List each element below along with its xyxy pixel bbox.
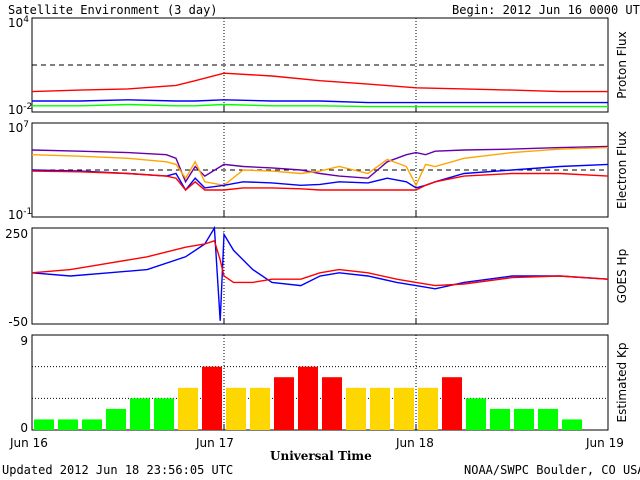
- chart-title: Satellite Environment (3 day): [8, 3, 218, 17]
- x-tick-label-1: Jun 17: [195, 436, 234, 450]
- panel-1-ylabel: Electron Flux: [615, 131, 629, 209]
- kp-bar-22: [562, 419, 582, 430]
- kp-bar-4: [130, 398, 150, 430]
- kp-bar-13: [346, 387, 366, 430]
- kp-bar-11: [298, 366, 318, 430]
- panel-1-series-blue-line: [31, 163, 609, 192]
- panel-1-series-red-line: [31, 170, 609, 191]
- kp-bar-16: [418, 387, 438, 430]
- panel-0-series-blue-line: [32, 99, 608, 104]
- updated-time: Updated 2012 Jun 18 23:56:05 UTC: [2, 463, 233, 477]
- panel-0-series-green-line: [32, 103, 608, 108]
- panel-3-ylabel: Estimated Kp: [615, 343, 629, 423]
- panel-2-series-red-line: [31, 239, 609, 287]
- panel-0-ytick-bottom: 10-2: [8, 102, 32, 117]
- kp-bar-15: [394, 387, 414, 430]
- kp-bar-2: [82, 419, 102, 430]
- panel-3-ytick-bottom: 0: [20, 421, 28, 435]
- begin-time: Begin: 2012 Jun 16 0000 UTC: [452, 3, 640, 17]
- x-tick-label-2: Jun 18: [395, 436, 434, 450]
- kp-bar-1: [58, 419, 78, 430]
- chart-panels: 104 10-2 Proton Flux 107 10-1 Electron Flux 25…: [5, 15, 629, 435]
- kp-bar-19: [490, 408, 510, 430]
- kp-bar-6: [178, 387, 198, 430]
- panel-2-ylabel: GOES Hp: [615, 249, 629, 303]
- x-axis-label: Universal Time: [270, 449, 372, 463]
- credit-text: NOAA/SWPC Boulder, CO USA: [464, 463, 640, 477]
- x-tick-label-0: Jun 16: [9, 436, 48, 450]
- kp-bar-9: [250, 387, 270, 430]
- panel-2-frame: [31, 227, 609, 325]
- kp-bar-8: [226, 387, 246, 430]
- kp-bar-0: [34, 419, 54, 430]
- kp-bar-10: [274, 377, 294, 430]
- kp-bar-7: [202, 366, 222, 430]
- kp-bar-17: [442, 377, 462, 430]
- panel-3-ytick-top: 9: [20, 334, 28, 348]
- kp-bar-12: [322, 377, 342, 430]
- panel-1-ytick-top: 107: [8, 120, 29, 135]
- kp-bar-5: [154, 398, 174, 430]
- kp-bar-21: [538, 408, 558, 430]
- panel-3-frame: [31, 334, 609, 431]
- panel-0-series-red-line: [31, 72, 608, 93]
- panel-1-ytick-bottom: 10-1: [8, 207, 32, 222]
- kp-bar-14: [370, 387, 390, 430]
- panel-0-ylabel: Proton Flux: [615, 31, 629, 98]
- panel-1-series-orange-line: [31, 146, 609, 187]
- kp-bar-20: [514, 408, 534, 430]
- panel-0-ytick-top: 104: [8, 15, 29, 30]
- x-tick-label-3: Jun 19: [585, 436, 624, 450]
- panel-2-ytick-bottom: -50: [8, 315, 28, 329]
- kp-bar-3: [106, 408, 126, 430]
- kp-bar-18: [466, 398, 486, 430]
- panel-2-series-blue-line: [31, 225, 609, 321]
- panel-2-ytick-top: 250: [5, 227, 28, 241]
